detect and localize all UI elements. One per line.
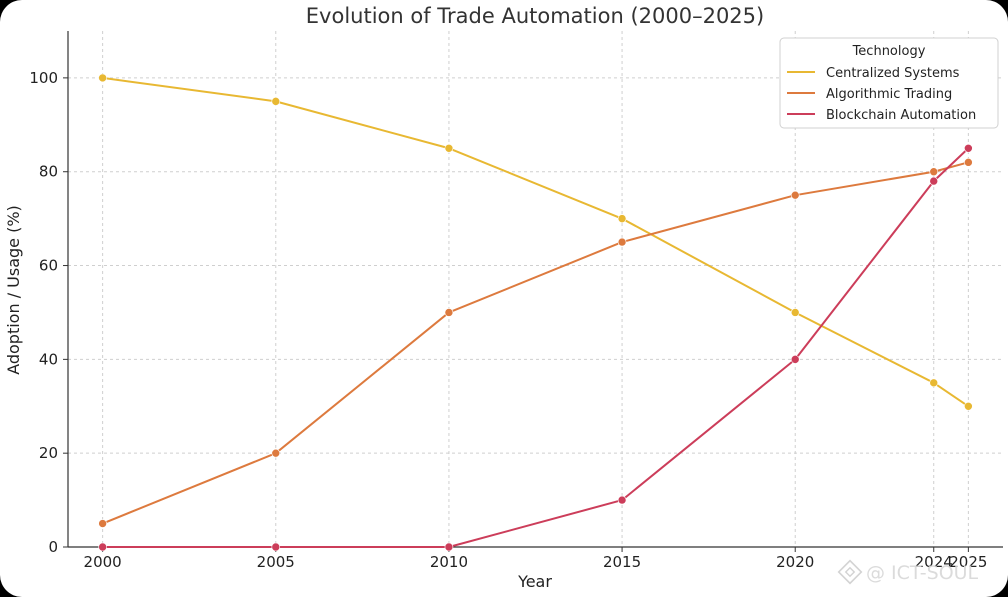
data-point <box>98 542 107 552</box>
x-tick-label: 2020 <box>776 553 814 571</box>
y-tick-label: 40 <box>39 350 58 368</box>
x-tick-label: 2015 <box>603 553 641 571</box>
x-tick-label: 2024 <box>915 553 953 571</box>
data-point <box>790 190 800 200</box>
data-point <box>964 143 973 153</box>
y-axis-label: Adoption / Usage (%) <box>4 205 23 375</box>
y-tick-label: 60 <box>39 257 58 275</box>
y-tick-label: 20 <box>39 444 58 462</box>
series-0 <box>98 73 973 411</box>
data-point <box>271 542 281 552</box>
data-point <box>929 378 939 388</box>
legend-label: Blockchain Automation <box>826 108 976 123</box>
data-point <box>617 214 627 223</box>
legend-title: Technology <box>852 44 926 59</box>
series-line <box>102 161 969 525</box>
y-tick-label: 0 <box>48 538 58 556</box>
series-1 <box>98 158 973 528</box>
series-line <box>102 147 970 548</box>
binance-logo-icon <box>837 559 863 585</box>
chart-title: Evolution of Trade Automation (2000–2025… <box>306 4 764 28</box>
legend-label: Centralized Systems <box>826 66 960 81</box>
x-axis-label: Year <box>517 572 552 591</box>
x-tick-label: 2025 <box>949 553 987 571</box>
legend-box <box>779 37 999 129</box>
data-point <box>790 308 800 317</box>
data-point <box>98 519 107 528</box>
y-tick-label: 80 <box>39 163 58 181</box>
data-point <box>929 176 939 186</box>
legend-items: Centralized Systems Algorithmic Trading Bl… <box>787 66 976 123</box>
legend: Technology Centralized Systems Algorithmi… <box>779 37 999 129</box>
data-point <box>444 143 454 153</box>
x-tick-label: 2005 <box>257 553 295 571</box>
data-point <box>271 448 281 458</box>
x-tick-label: 2000 <box>84 553 122 571</box>
watermark-text: @ ICT-SOUL <box>866 562 979 584</box>
series-2 <box>98 143 973 552</box>
data-point <box>617 495 627 505</box>
watermark: @ ICT-SOUL <box>837 559 979 585</box>
data-point <box>790 355 800 364</box>
data-point <box>271 97 281 106</box>
y-tick-label: 100 <box>29 69 58 87</box>
data-point <box>98 73 107 83</box>
x-tick-label: 2010 <box>430 553 468 571</box>
data-point <box>929 167 939 177</box>
data-point <box>617 237 627 247</box>
series-layer <box>98 73 973 552</box>
data-point <box>444 308 454 317</box>
legend-label: Algorithmic Trading <box>826 87 952 102</box>
data-point <box>444 542 454 552</box>
data-point <box>964 158 973 167</box>
data-point <box>964 401 973 411</box>
